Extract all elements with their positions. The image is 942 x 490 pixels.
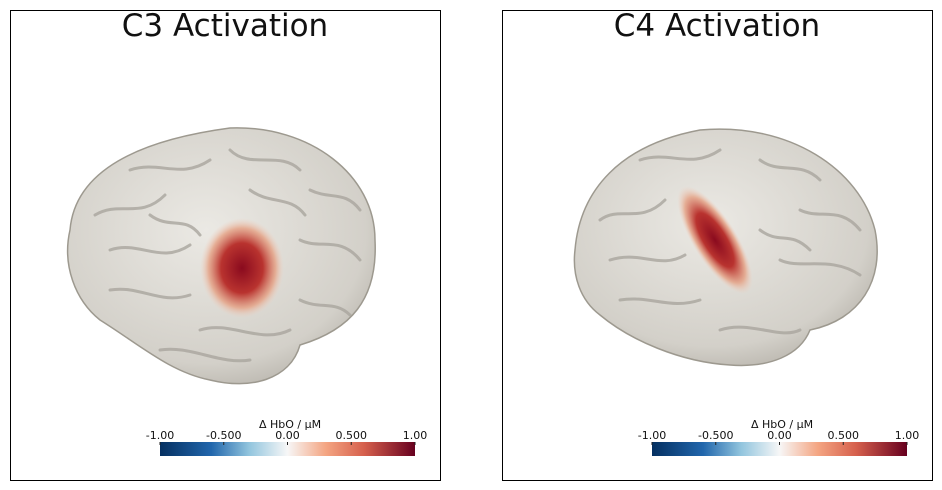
colorbar-tick-label: 0.00	[767, 429, 792, 442]
colorbar	[160, 442, 415, 456]
colorbar-tick-label: -0.500	[698, 429, 733, 442]
panel-title: C3 Activation	[122, 8, 328, 44]
colorbar-tick-label: 1.00	[403, 429, 428, 442]
colorbar-tick-label: 1.00	[895, 429, 920, 442]
panel-frame	[502, 10, 933, 481]
colorbar	[652, 442, 907, 456]
colorbar-tick-label: 0.00	[275, 429, 300, 442]
panel-frame	[10, 10, 441, 481]
colorbar-label: Δ HbO / μM	[751, 418, 813, 431]
brain-left	[66, 127, 376, 385]
colorbar-tick-label: -1.00	[146, 429, 174, 442]
panel-title: C4 Activation	[614, 8, 820, 44]
colorbar-label: Δ HbO / μM	[259, 418, 321, 431]
colorbar-tick-label: 0.500	[828, 429, 860, 442]
colorbar-tick-label: 0.500	[336, 429, 368, 442]
colorbar-tick-label: -1.00	[638, 429, 666, 442]
colorbar-tick-label: -0.500	[206, 429, 241, 442]
brain-right	[573, 128, 878, 367]
